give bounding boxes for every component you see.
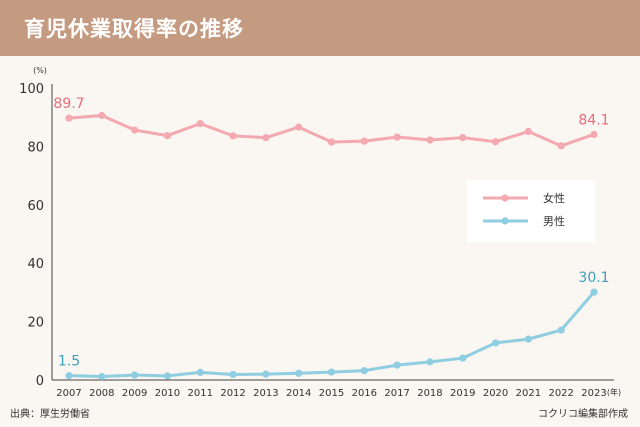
x-tick-label: 2011 bbox=[188, 388, 213, 399]
y-tick-label: 0 bbox=[36, 374, 44, 389]
data-point-s0 bbox=[360, 137, 368, 145]
data-label: 84.1 bbox=[578, 112, 609, 128]
data-point-s1 bbox=[65, 372, 73, 380]
data-point-s1 bbox=[131, 371, 139, 379]
chart-title: 育児休業取得率の推移 bbox=[24, 17, 244, 41]
x-tick-label: 2010 bbox=[155, 388, 180, 399]
data-point-s1 bbox=[196, 368, 204, 377]
data-point-s0 bbox=[459, 134, 467, 142]
data-point-s0 bbox=[98, 111, 106, 120]
data-point-s1 bbox=[393, 361, 401, 369]
data-point-s1 bbox=[229, 370, 237, 379]
legend-label-0: 女性 bbox=[543, 191, 565, 205]
data-point-s0 bbox=[262, 134, 270, 142]
data-point-s0 bbox=[524, 127, 532, 136]
data-point-s1 bbox=[327, 368, 336, 376]
data-point-s0 bbox=[65, 114, 73, 122]
data-point-s1 bbox=[590, 288, 598, 296]
legend-marker-1 bbox=[501, 217, 509, 225]
data-point-s0 bbox=[295, 123, 303, 131]
series-line-1 bbox=[68, 291, 596, 378]
legend-marker-0 bbox=[501, 194, 509, 202]
x-tick-label: 2018 bbox=[417, 388, 442, 399]
data-label: 89.7 bbox=[53, 96, 84, 112]
y-tick-label: 100 bbox=[19, 82, 44, 97]
x-tick-label: 2023 bbox=[581, 388, 606, 399]
x-tick-label: 2022 bbox=[548, 388, 573, 399]
data-point-s1 bbox=[426, 358, 434, 366]
data-point-s1 bbox=[524, 335, 532, 343]
x-tick-label: 2008 bbox=[89, 388, 114, 399]
data-point-s0 bbox=[393, 133, 401, 141]
x-tick-label: 2014 bbox=[286, 388, 311, 399]
data-point-s1 bbox=[98, 372, 106, 381]
data-point-s0 bbox=[557, 142, 565, 150]
credit-note: コクリコ編集部作成 bbox=[538, 409, 628, 420]
x-tick-label: 2016 bbox=[352, 388, 377, 399]
x-tick-label: 2007 bbox=[56, 388, 81, 399]
x-tick-label: 2013 bbox=[253, 388, 278, 399]
x-tick-label: 2015 bbox=[319, 388, 344, 399]
title-bar: 育児休業取得率の推移 bbox=[0, 0, 640, 56]
y-tick-label: 40 bbox=[27, 257, 44, 272]
y-tick-label: 80 bbox=[27, 140, 44, 155]
y-unit-label: (%) bbox=[33, 66, 47, 75]
x-tick-label: 2021 bbox=[516, 388, 541, 399]
data-point-s0 bbox=[491, 138, 500, 146]
data-point-s0 bbox=[196, 120, 204, 128]
data-point-s1 bbox=[295, 369, 303, 377]
data-point-s0 bbox=[131, 126, 139, 134]
data-label: 30.1 bbox=[578, 270, 609, 286]
data-point-s0 bbox=[229, 132, 237, 140]
data-point-s0 bbox=[327, 138, 336, 146]
legend-label-1: 男性 bbox=[543, 214, 565, 228]
data-point-s1 bbox=[459, 354, 467, 362]
data-point-s1 bbox=[557, 326, 565, 334]
y-tick-label: 60 bbox=[27, 199, 44, 214]
data-point-s1 bbox=[360, 367, 368, 375]
x-tick-label: 2017 bbox=[384, 388, 409, 399]
x-tick-label: 2019 bbox=[450, 388, 475, 399]
x-unit-label: (年) bbox=[607, 387, 621, 397]
data-point-s0 bbox=[590, 130, 598, 139]
data-point-s1 bbox=[163, 372, 172, 380]
y-tick-label: 20 bbox=[27, 316, 44, 331]
legend-box bbox=[467, 180, 595, 242]
data-point-s1 bbox=[262, 370, 270, 378]
data-point-s0 bbox=[426, 136, 434, 144]
data-label: 1.5 bbox=[58, 354, 80, 370]
x-tick-label: 2020 bbox=[483, 388, 508, 399]
data-point-s0 bbox=[163, 131, 172, 140]
data-point-s1 bbox=[491, 339, 500, 347]
source-note: 出典：厚生労働省 bbox=[10, 409, 90, 420]
x-tick-label: 2009 bbox=[122, 388, 147, 399]
x-tick-label: 2012 bbox=[220, 388, 245, 399]
